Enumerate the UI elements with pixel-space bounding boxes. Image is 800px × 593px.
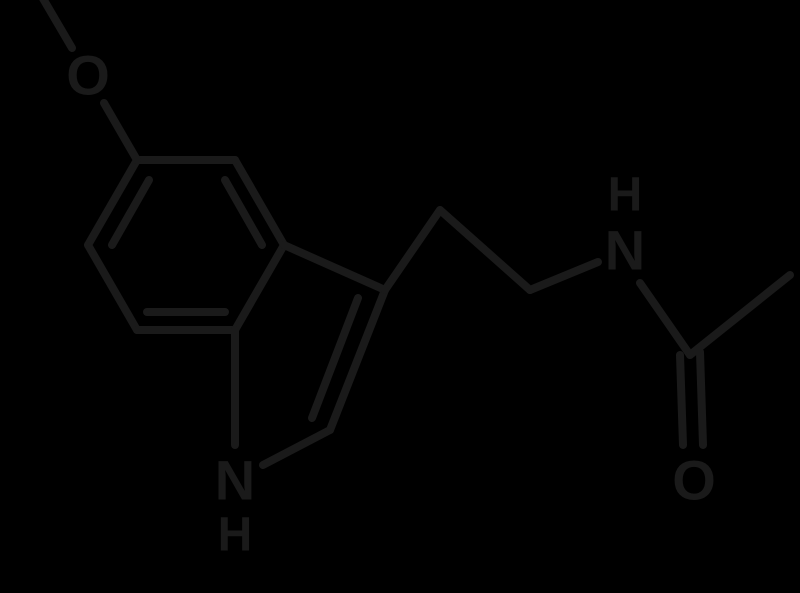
- bond: [88, 160, 137, 245]
- nitrogen-atom-label: N: [605, 219, 645, 282]
- oxygen-atom-label: O: [66, 44, 110, 107]
- molecule-diagram: O O N H N H: [0, 0, 800, 593]
- bond: [530, 262, 598, 290]
- bond: [680, 355, 683, 445]
- bond: [700, 352, 703, 445]
- hydrogen-atom-label: H: [218, 509, 253, 562]
- bond: [640, 283, 690, 355]
- bond: [88, 245, 137, 330]
- bond: [38, 0, 72, 48]
- bond: [104, 103, 137, 160]
- bond: [235, 245, 284, 330]
- bond: [690, 275, 790, 355]
- nitrogen-atom-label: N: [215, 449, 255, 512]
- oxygen-atom-label: O: [672, 449, 716, 512]
- bond: [440, 210, 530, 290]
- bond: [385, 210, 440, 290]
- bond: [284, 245, 385, 290]
- hydrogen-atom-label: H: [608, 169, 643, 222]
- bond: [263, 430, 330, 465]
- bond: [312, 298, 358, 418]
